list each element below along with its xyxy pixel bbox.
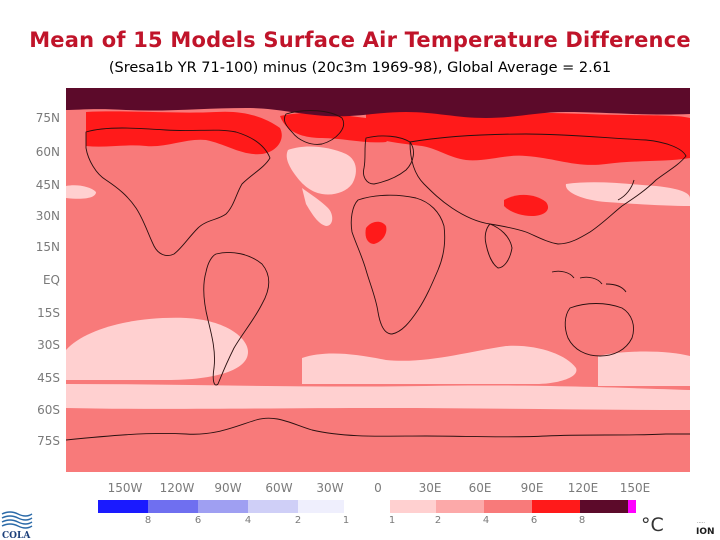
region-antarctic-band — [66, 428, 690, 472]
colorbar-swatch — [198, 500, 248, 513]
colorbar-swatch — [148, 500, 198, 513]
colorbar-swatch — [484, 500, 532, 513]
region-eurasia-4-6 — [366, 110, 690, 165]
svg-text:.....: ..... — [697, 519, 705, 525]
colorbar-label: 1 — [388, 515, 396, 526]
region-south-atlantic-indian-pale — [302, 345, 577, 384]
cola-logo: COLA — [1, 511, 33, 540]
lat-label: 15N — [35, 240, 60, 254]
svg-text:ION: ION — [696, 527, 715, 537]
lat-label: 75S — [37, 434, 60, 448]
lat-label: 75N — [35, 111, 60, 125]
region-arctic-6-8 — [66, 88, 690, 118]
coast-indonesia — [551, 270, 627, 293]
region-south-pacific-pale — [66, 317, 248, 380]
region-arctic-4-6 — [86, 111, 282, 155]
colorbar-swatch — [344, 500, 390, 513]
colorbar-label: 8 — [144, 515, 152, 526]
region-sahara-4-6 — [365, 221, 387, 244]
coast-south-america — [203, 252, 270, 386]
coast-asia — [409, 133, 687, 245]
colorbar-swatch — [436, 500, 484, 513]
colorbar-swatch — [98, 500, 148, 513]
coast-japan — [617, 179, 635, 201]
lon-label: 120E — [567, 481, 599, 495]
colorbar-label: 4 — [244, 515, 252, 526]
colorbar-label: 8 — [578, 515, 586, 526]
coastlines — [66, 110, 690, 441]
coast-greenland — [283, 110, 344, 145]
lon-label: 150W — [107, 481, 143, 495]
colorbar-swatch — [248, 500, 298, 513]
colorbar-swatch — [532, 500, 580, 513]
colorbar-label: 2 — [294, 515, 302, 526]
lat-label: 30S — [37, 338, 60, 352]
coast-india — [484, 223, 513, 269]
colorbar-swatch — [298, 500, 344, 513]
colorbar-swatch — [580, 500, 628, 513]
region-south-pacific-pale-east — [598, 351, 690, 386]
lon-label: 150E — [619, 481, 651, 495]
region-southern-ocean-pale-band — [66, 384, 690, 410]
colorbar-label: 6 — [194, 515, 202, 526]
colorbar-label: 6 — [530, 515, 538, 526]
map-subtitle: (Sresa1b YR 71-100) minus (20c3m 1969-98… — [108, 60, 612, 76]
lat-label: 60S — [37, 403, 60, 417]
lat-label: 30N — [35, 209, 60, 223]
temperature-map — [66, 88, 690, 472]
lon-label: 0 — [374, 481, 382, 495]
colorbar-label: 2 — [434, 515, 442, 526]
lat-label: 15S — [37, 306, 60, 320]
region-tibet-4-6 — [504, 194, 549, 216]
region-east-pacific-pale — [66, 185, 96, 199]
lon-label: 120W — [159, 481, 195, 495]
map-title: Mean of 15 Models Surface Air Temperatur… — [29, 28, 691, 52]
region-north-pacific-pale — [565, 182, 690, 206]
lon-label: 30W — [316, 481, 344, 495]
region-north-atlantic-pale-tail — [302, 188, 333, 226]
colorbar-unit: °C — [641, 514, 664, 536]
coast-europe — [363, 135, 414, 185]
lon-label: 90W — [214, 481, 242, 495]
lat-label: 45S — [37, 371, 60, 385]
lon-label: 60E — [468, 481, 492, 495]
lat-label: 45N — [35, 178, 60, 192]
colorbar-swatch — [390, 500, 436, 513]
institution-logo: ..... ION — [696, 514, 720, 538]
coast-africa — [350, 194, 446, 335]
lon-label: 60W — [265, 481, 293, 495]
coast-australia — [564, 303, 634, 357]
lat-label: EQ — [42, 273, 60, 287]
coast-north-america — [85, 127, 271, 257]
colorbar-label: 1 — [342, 515, 350, 526]
colorbar-swatch — [628, 500, 636, 513]
coast-antarctica — [66, 417, 690, 441]
lat-label: 60N — [35, 145, 60, 159]
region-north-atlantic-pale — [286, 146, 356, 195]
lon-label: 30E — [418, 481, 442, 495]
colorbar-label: 4 — [482, 515, 490, 526]
region-greenland-4-6 — [280, 112, 390, 143]
svg-text:COLA: COLA — [2, 531, 31, 540]
lon-label: 90E — [520, 481, 544, 495]
